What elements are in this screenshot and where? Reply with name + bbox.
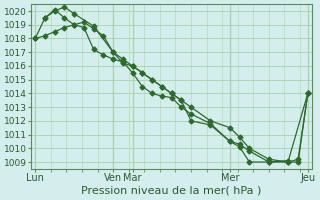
X-axis label: Pression niveau de la mer( hPa ): Pression niveau de la mer( hPa ) xyxy=(81,186,262,196)
